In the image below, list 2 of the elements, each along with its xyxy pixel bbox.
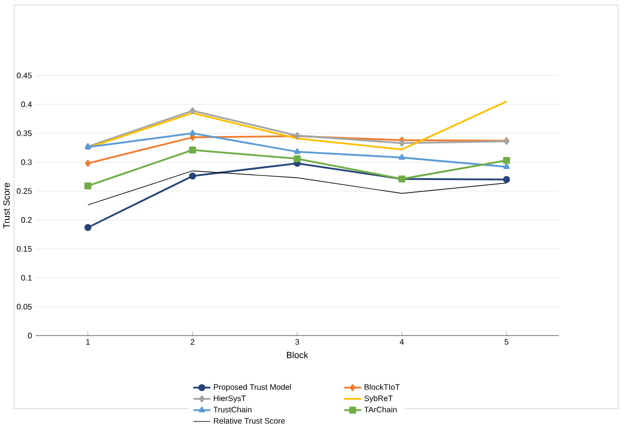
x-axis-title: Block (286, 352, 308, 358)
y-axis-title: Trust Score (3, 182, 10, 228)
